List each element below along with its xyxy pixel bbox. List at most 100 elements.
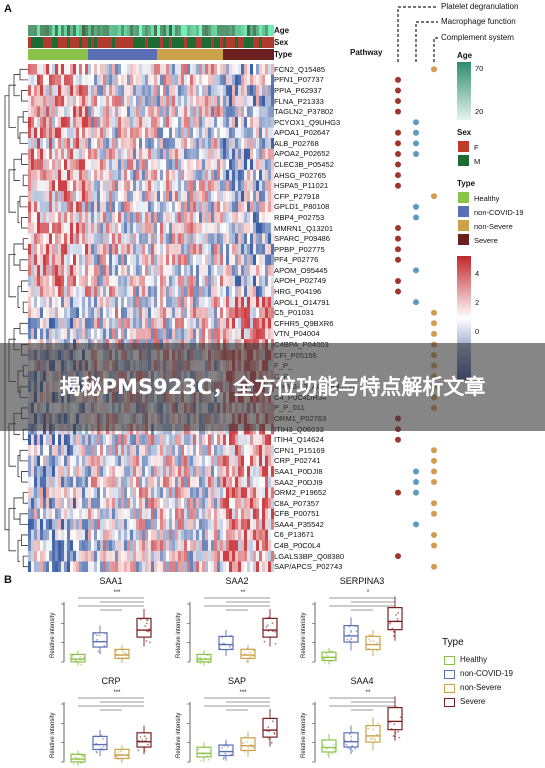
pathway-dot-macrophage [413, 489, 419, 496]
age-strip [28, 25, 274, 36]
pathway-dot-platelet [395, 76, 401, 83]
boxplot-legend-title: Type [442, 637, 464, 648]
protein-label: PPIA_P62937 [274, 85, 322, 95]
boxplot-ylabel: Relative intensity [176, 612, 182, 658]
scale-tick-4: 4 [475, 269, 480, 278]
protein-label: APOH_P02749 [274, 276, 326, 286]
protein-label: C5_P01031 [274, 308, 315, 318]
legend-nonsevere-box [444, 684, 455, 693]
boxplot-serpina3 [312, 596, 403, 665]
significance-label: ** [240, 590, 246, 596]
pathway-legend-complement: Complement system [441, 33, 514, 42]
sex-legend-title: Sex [457, 128, 472, 137]
protein-label: SAA1_P0DJI8 [274, 466, 323, 476]
type-legend-title: Type [457, 179, 476, 188]
protein-label: CPN1_P15169 [274, 445, 325, 455]
significance-label: ** [365, 690, 371, 696]
pathway-dot-macrophage [413, 214, 419, 221]
protein-label: SPARC_P09486 [274, 234, 331, 244]
title-banner: 揭秘PMS923C，全方位功能与特点解析文章 [0, 343, 545, 431]
protein-label: APOA1_P02647 [274, 128, 330, 138]
protein-label: PCYOX1_Q9UHG3 [274, 117, 341, 127]
pathway-dot-macrophage [413, 140, 419, 147]
protein-label: VTN_P04004 [274, 329, 320, 339]
type-nonsevere-swatch [458, 220, 469, 231]
pathway-dot-macrophage [413, 299, 419, 306]
pathway-dot-platelet [395, 489, 401, 496]
legend-noncovid-box [444, 670, 455, 679]
pathway-title: Pathway [350, 48, 383, 57]
pathway-dot-complement [431, 510, 437, 517]
pathway-dot-platelet [395, 87, 401, 94]
boxplot-title: SAA2 [225, 576, 249, 586]
protein-label: C6_P13671 [274, 530, 315, 540]
protein-label: SAA4_P35542 [274, 519, 324, 529]
type-noncovid-swatch [458, 206, 469, 217]
pathway-dot-macrophage [413, 119, 419, 126]
boxplot-saa1 [61, 597, 152, 666]
pathway-dot-complement [431, 500, 437, 507]
significance-label: *** [239, 690, 247, 696]
pathway-dot-macrophage [413, 203, 419, 210]
pathway-dot-complement [431, 542, 437, 549]
pathway-dot-complement [431, 457, 437, 464]
pathway-dot-platelet [395, 108, 401, 115]
legend-severe-box [444, 698, 455, 707]
protein-label: CFB_P00751 [274, 509, 320, 519]
legend-healthy-label: Healthy [460, 655, 488, 664]
protein-label: FLNA_P21333 [274, 96, 324, 106]
protein-label: SAA2_P0DJI9 [274, 477, 323, 487]
boxplot-ylabel: Relative intensity [301, 612, 307, 658]
boxplot-title: SAA1 [99, 576, 123, 586]
expression-heatmap [28, 64, 274, 572]
boxplot-saa4 [312, 696, 403, 763]
boxplot-sap [187, 697, 278, 763]
protein-label: AHSG_P02765 [274, 170, 326, 180]
protein-label: GPLD1_P80108 [274, 202, 330, 212]
pathway-dot-platelet [395, 553, 401, 560]
sex-bar-label: Sex [274, 38, 289, 47]
protein-label: ITIH4_Q14624 [274, 435, 324, 445]
pathway-dot-complement [431, 531, 437, 538]
legend-healthy-box [444, 656, 455, 665]
sex-f-swatch [458, 141, 469, 152]
significance-label: * [366, 590, 370, 596]
row-dendrogram [4, 68, 28, 568]
boxplot-ylabel: Relative intensity [50, 612, 56, 658]
protein-label: CLEC3B_P05452 [274, 160, 334, 170]
pathway-dot-platelet [395, 256, 401, 263]
pathway-dot-platelet [395, 225, 401, 232]
panel-b-label: B [4, 574, 12, 586]
pathway-dots [395, 66, 437, 570]
pathway-dot-complement [431, 320, 437, 327]
protein-label: C8A_P07357 [274, 498, 320, 508]
boxplot-title: SERPINA3 [339, 576, 385, 586]
pathway-dot-complement [431, 468, 437, 475]
age-legend-low: 20 [475, 107, 484, 116]
protein-label: RBP4_P02753 [274, 212, 325, 222]
pathway-dot-platelet [395, 129, 401, 136]
pathway-dot-macrophage [413, 129, 419, 136]
protein-label: LGALS3BP_Q08380 [274, 551, 345, 561]
sex-strip [28, 37, 274, 48]
pathway-dot-complement [431, 66, 437, 73]
pathway-legend-platelet: Platelet degranulation [441, 2, 519, 11]
pathway-dot-macrophage [413, 267, 419, 274]
age-bar-label: Age [274, 26, 290, 35]
boxplot-ylabel: Relative intensity [50, 712, 56, 758]
boxplot-title: SAA4 [350, 676, 374, 686]
pathway-dot-platelet [395, 172, 401, 179]
pathway-dot-complement [431, 309, 437, 316]
pathway-dot-macrophage [413, 468, 419, 475]
type-severe-swatch [458, 234, 469, 245]
protein-label: TAGLN2_P37802 [274, 107, 334, 117]
pathway-dot-platelet [395, 182, 401, 189]
protein-label: PFN1_P07737 [274, 75, 324, 85]
boxplot-ylabel: Relative intensity [301, 712, 307, 758]
pathway-dot-platelet [395, 98, 401, 105]
boxplot-panel [61, 596, 403, 766]
boxplot-saa2 [187, 597, 278, 666]
legend-nonsevere-label: non-Severe [460, 683, 502, 692]
banner-title: 揭秘PMS923C，全方位功能与特点解析文章 [59, 374, 486, 399]
pathway-dot-complement [431, 330, 437, 337]
